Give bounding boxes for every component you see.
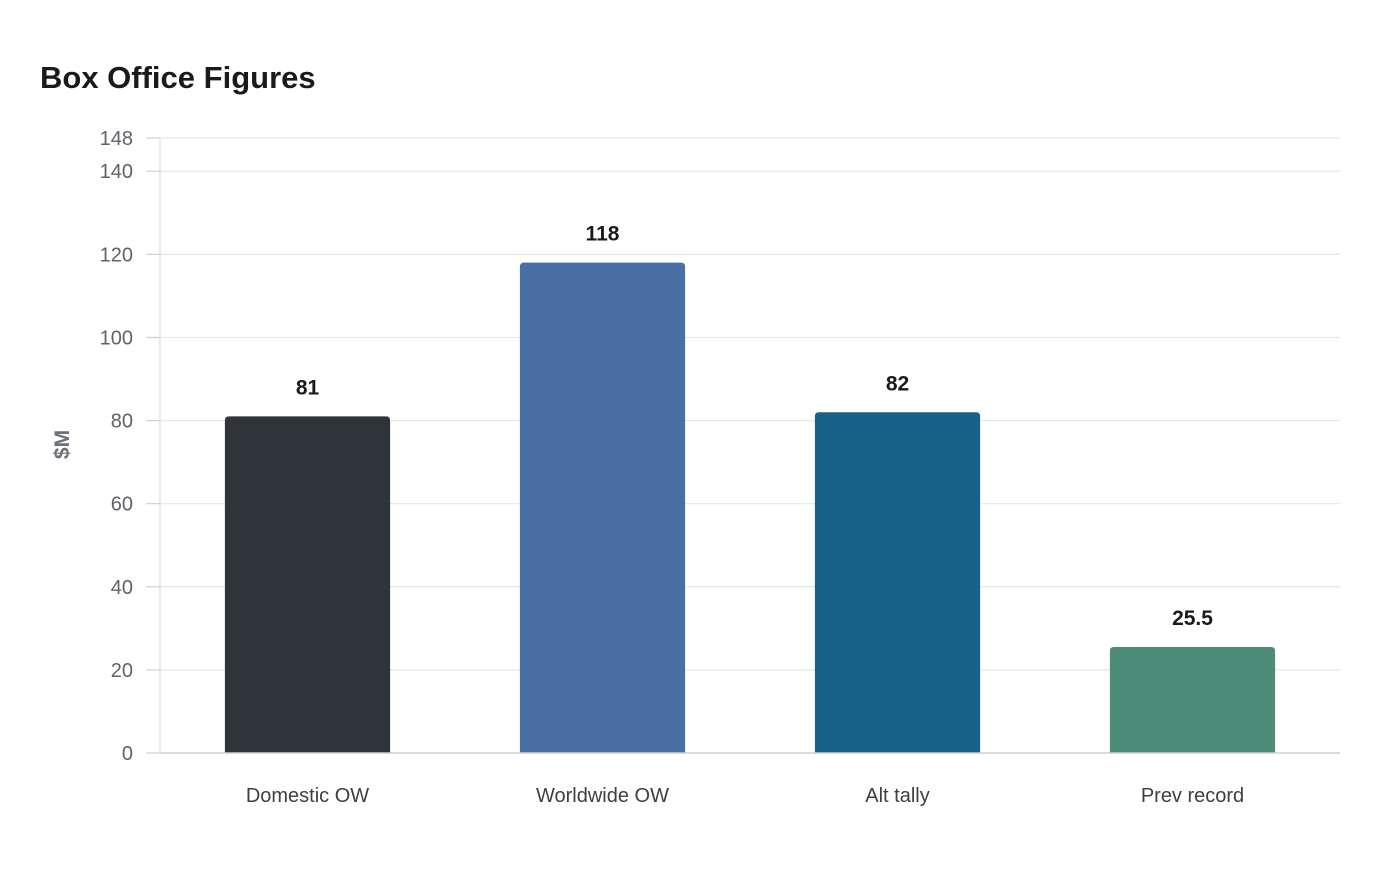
data-label: 25.5: [1172, 607, 1213, 630]
y-tick-label: 40: [111, 577, 133, 599]
data-label: 81: [296, 376, 320, 399]
x-tick-label: Worldwide OW: [536, 785, 669, 807]
y-tick-label: 100: [100, 327, 133, 349]
data-label: 82: [886, 372, 909, 395]
y-tick-label: 0: [122, 743, 133, 765]
chart-title: Box Office Figures: [40, 60, 316, 95]
y-tick-labels: 0 20 40 60 80 100 120 140 148: [100, 128, 133, 765]
bar: [1109, 647, 1276, 753]
data-label: 118: [586, 223, 620, 246]
bar: [814, 412, 981, 753]
bars: [224, 262, 1276, 753]
y-tick-label: 20: [111, 660, 133, 682]
y-tick-label: 80: [111, 411, 133, 433]
data-labels: 81 118 82 25.5: [296, 223, 1213, 630]
x-tick-labels: Domestic OW Worldwide OW Alt tally Prev rec…: [160, 752, 1340, 807]
y-tick-label: 140: [100, 161, 133, 183]
y-tick-label: 120: [100, 244, 133, 266]
x-tick-label: Domestic OW: [246, 785, 369, 807]
y-axis-title: $M: [51, 430, 74, 459]
bar: [224, 416, 391, 753]
x-tick-label: Prev record: [1141, 785, 1244, 807]
axes: [146, 137, 161, 754]
bar: [519, 262, 686, 753]
x-tick-label: Alt tally: [865, 785, 929, 807]
y-tick-label: 148: [100, 128, 133, 150]
y-tick-label: 60: [111, 494, 133, 516]
